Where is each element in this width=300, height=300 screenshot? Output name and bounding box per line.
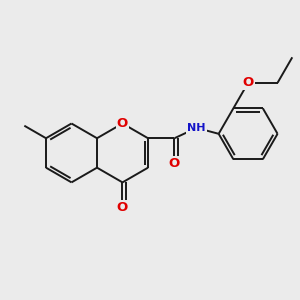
Text: O: O bbox=[117, 201, 128, 214]
Text: O: O bbox=[242, 76, 254, 89]
Text: O: O bbox=[117, 117, 128, 130]
Text: O: O bbox=[169, 157, 180, 170]
Text: NH: NH bbox=[187, 123, 206, 133]
